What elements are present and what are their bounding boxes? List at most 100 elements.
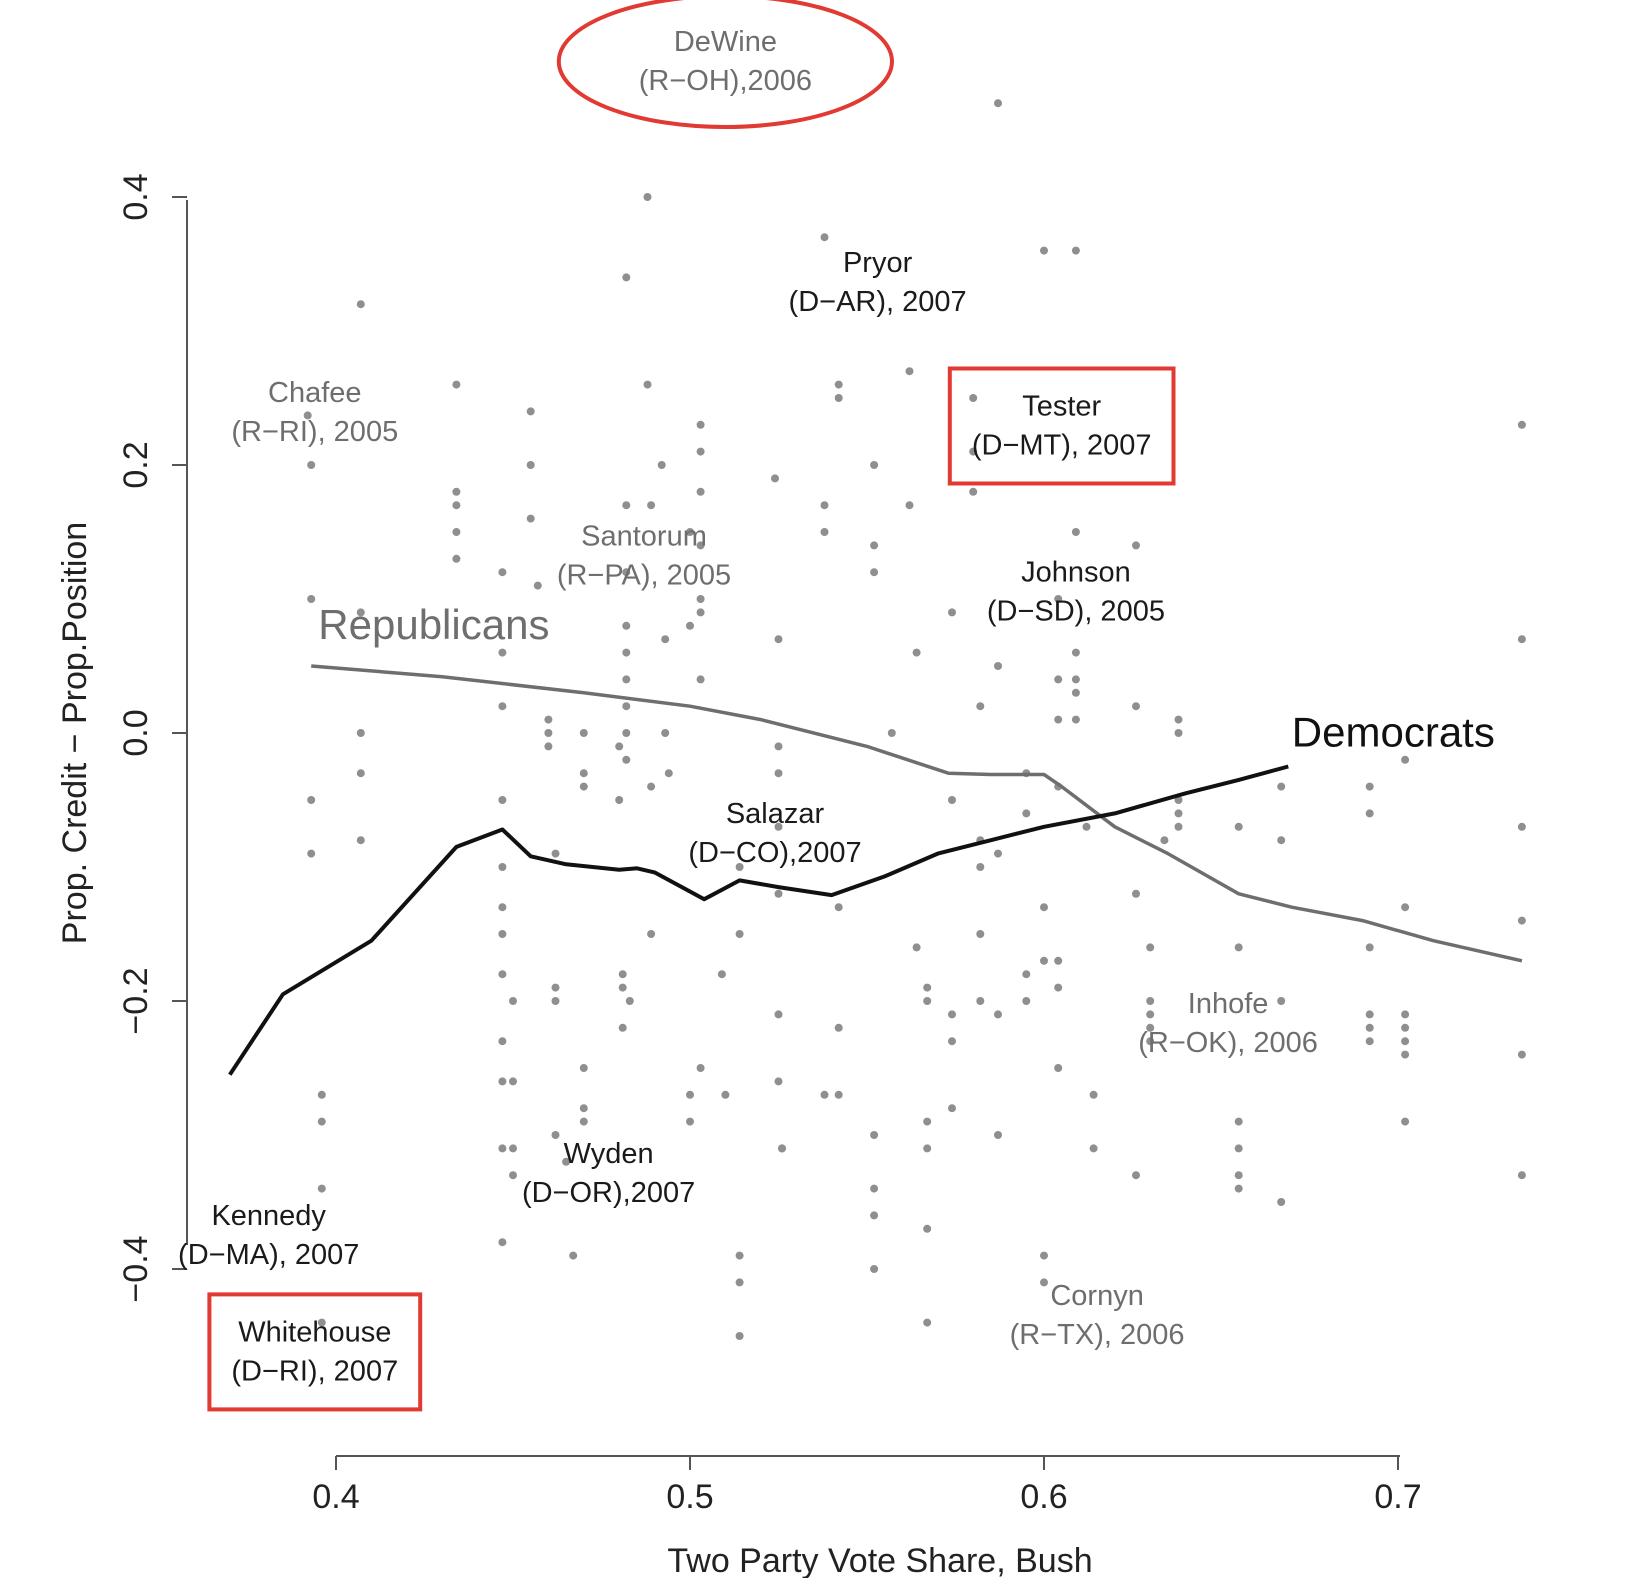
annotation-line: (D−MT), 2007 [972, 430, 1152, 462]
annotation-line: Salazar [726, 798, 825, 830]
data-point [686, 1117, 694, 1126]
data-point [1517, 1050, 1526, 1059]
data-point [307, 849, 316, 858]
data-point [735, 930, 744, 938]
data-point [551, 849, 560, 858]
data-point [1146, 997, 1155, 1005]
annotation-line: (R−OK), 2006 [1138, 1027, 1318, 1059]
data-point [579, 729, 588, 737]
annotation-line: Johnson [1021, 557, 1131, 589]
data-point [544, 715, 553, 724]
data-point [498, 903, 507, 912]
data-point [686, 528, 694, 536]
x-axis-title: Two Party Vote Share, Bush [667, 1542, 1092, 1578]
data-point [1071, 688, 1080, 697]
data-point [1146, 1023, 1155, 1032]
highlight-box-whitehouse [207, 1292, 423, 1412]
data-point [1174, 715, 1183, 724]
data-point [618, 1023, 627, 1032]
data-point [948, 608, 956, 617]
series-line-republicans [311, 664, 1523, 963]
data-point [452, 528, 461, 536]
data-point [1089, 1144, 1098, 1153]
data-point [1071, 648, 1080, 657]
data-point [820, 1090, 829, 1099]
data-point [533, 581, 542, 590]
data-point [1174, 809, 1183, 818]
data-point [1022, 997, 1031, 1005]
data-point [498, 1144, 507, 1153]
annotation-line: (R−OH),2006 [639, 65, 812, 97]
data-point [1146, 1037, 1155, 1046]
data-point [544, 742, 553, 751]
data-point [622, 675, 631, 684]
data-point [317, 1090, 326, 1099]
data-point [976, 930, 985, 938]
data-point [994, 1131, 1002, 1139]
data-point [1234, 1144, 1243, 1153]
data-point [643, 380, 652, 389]
data-point [498, 796, 507, 804]
data-point [356, 300, 365, 309]
highlight-box-tester [947, 366, 1176, 486]
data-point [1040, 1278, 1048, 1287]
y-axis-title: Prop. Credit − Prop.Position [56, 522, 94, 944]
annotation-santorum: Santorum (R−PA), 2005 [557, 521, 731, 592]
data-point [887, 729, 896, 737]
data-point [1401, 1117, 1410, 1126]
data-point [579, 782, 588, 791]
data-point [1401, 1037, 1410, 1046]
data-point [1517, 635, 1526, 644]
data-point [1174, 822, 1183, 831]
data-point [509, 1077, 517, 1086]
data-point [1082, 822, 1091, 831]
data-point [1089, 1090, 1098, 1099]
annotation-line: (D−MA), 2007 [178, 1239, 359, 1271]
data-point [774, 889, 783, 898]
y-tick-label: −0.2 [117, 967, 155, 1034]
data-point [994, 662, 1002, 670]
data-point [1401, 1010, 1410, 1019]
data-point [820, 528, 829, 536]
data-point [622, 648, 631, 657]
data-point [622, 621, 631, 630]
data-point [774, 742, 783, 751]
data-point [834, 903, 843, 912]
annotation-line: Cornyn [1050, 1280, 1144, 1312]
data-point [498, 648, 507, 657]
data-point [622, 273, 631, 282]
data-point [452, 554, 461, 563]
annotation-line: DeWine [674, 26, 777, 58]
data-point [870, 1184, 879, 1193]
data-point [774, 1077, 783, 1086]
data-point [452, 501, 461, 510]
x-tick-label: 0.6 [1020, 1478, 1067, 1516]
data-point [303, 411, 312, 420]
data-point [948, 1010, 956, 1019]
data-point [721, 1090, 730, 1099]
data-point [1517, 822, 1526, 831]
data-point [526, 407, 535, 416]
data-point [1040, 956, 1048, 965]
data-point [1022, 809, 1031, 818]
series-label-republicans: Republicans [318, 601, 549, 648]
data-point [544, 729, 553, 737]
data-point [317, 1117, 326, 1126]
x-tick-label: 0.5 [666, 1478, 713, 1516]
data-point [618, 970, 627, 979]
data-point [526, 514, 535, 523]
data-point [1401, 755, 1410, 764]
data-point [774, 1010, 783, 1019]
data-point [696, 541, 705, 550]
data-point [664, 769, 673, 778]
data-point [498, 970, 507, 979]
trend-lines: Republicans Democrats [228, 601, 1523, 1076]
data-point [1401, 1023, 1410, 1032]
data-point [696, 608, 705, 617]
annotation-line: Santorum [581, 521, 707, 553]
annotation-whitehouse: Whitehouse (D−RI), 2007 [231, 1316, 398, 1387]
data-point [661, 635, 670, 644]
data-point [994, 849, 1002, 858]
data-point [661, 729, 670, 737]
data-point [923, 1224, 932, 1233]
